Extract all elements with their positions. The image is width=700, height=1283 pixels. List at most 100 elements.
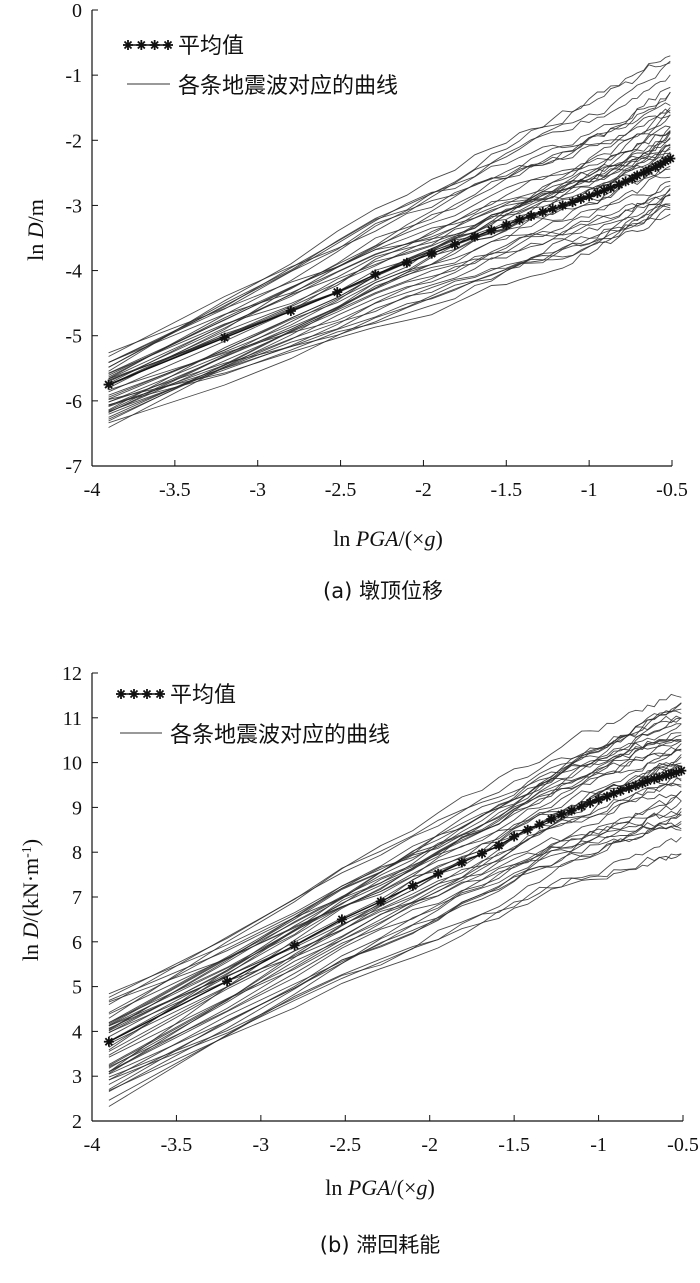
x-axis-label-suffix-b: /(× (391, 1175, 417, 1200)
wave-curve-b (108, 764, 682, 1056)
chart-panel-a: -7 -6 -5 -4 -3 -2 -1 0 -4 -3.5 -3 -2.5 -2 -1.5 -1 -0.5 … (0, 0, 700, 640)
wave-curve-b (108, 708, 682, 1027)
mean-marker-b (103, 1036, 114, 1047)
caption-b: (b) 滞回耗能 (320, 1233, 440, 1257)
wave-curve-b (108, 810, 682, 1052)
mean-marker-a (643, 165, 654, 176)
wave-curve-a (108, 102, 671, 368)
y-axis-label-close-b: ) (18, 839, 43, 846)
legend-mean-star-a (123, 40, 133, 50)
x-tick-label-b: -2.5 (329, 1134, 361, 1156)
x-tick-label-a: -0.5 (656, 479, 688, 501)
mean-marker-a (526, 210, 537, 221)
wave-curve-b (108, 762, 682, 1072)
legend-wave-label-b: 各条地震波对应的曲线 (170, 723, 390, 748)
x-tick-label-b: -3 (253, 1134, 270, 1156)
wave-curve-a (108, 62, 671, 372)
wave-curve-a (108, 194, 671, 406)
y-axis-label-a: ln D/m (23, 199, 48, 261)
wave-curve-b (108, 800, 682, 1073)
mean-curve-a (103, 153, 676, 390)
y-tick-label-a: -1 (65, 65, 82, 87)
wave-curve-a (108, 180, 671, 403)
mean-marker-b (493, 840, 504, 851)
wave-curve-a (108, 137, 671, 386)
x-tick-label-b: -1.5 (498, 1134, 530, 1156)
y-tick-label-a: -4 (65, 261, 82, 283)
legend-mean-label-a: 平均值 (178, 34, 244, 59)
y-axis-label-unit-a: /m (23, 199, 48, 222)
mean-marker-b (456, 857, 467, 868)
mean-marker-a (557, 200, 568, 211)
wave-curve-b (108, 826, 682, 1065)
x-tick-label-a: -2 (415, 479, 432, 501)
mean-marker-a (501, 219, 512, 230)
x-tick-label-a: -2.5 (325, 479, 357, 501)
mean-marker-b (556, 809, 567, 820)
wave-curve-a (108, 203, 671, 403)
mean-marker-a (486, 225, 497, 236)
legend-mean-label-b: 平均值 (170, 683, 236, 708)
y-tick-label-a: 0 (72, 0, 82, 22)
wave-curve-a (108, 208, 671, 400)
wave-curve-b (108, 743, 682, 1015)
legend-mean-star-b (155, 689, 165, 699)
y-tick-label-b: 8 (72, 842, 82, 864)
wave-curve-b (108, 739, 682, 1001)
mean-marker-a (449, 239, 460, 250)
legend-mean-star-a (163, 40, 173, 50)
wave-curve-b (108, 717, 682, 1024)
y-tick-label-b: 6 (72, 932, 82, 954)
y-tick-label-a: -2 (65, 130, 82, 152)
legend-mean-star-b (129, 689, 139, 699)
x-tick-label-a: -3.5 (159, 479, 191, 501)
x-axis-label-var-b: PGA (347, 1175, 391, 1200)
wave-curve-b (108, 702, 682, 995)
legend-mean-marker-a (123, 40, 173, 50)
wave-curve-b (108, 790, 682, 1042)
mean-marker-a (575, 193, 586, 204)
mean-marker-a (426, 248, 437, 259)
x-tick-label-a: -1 (581, 479, 598, 501)
legend-mean-star-a (149, 40, 160, 50)
wave-curve-b (108, 738, 682, 1073)
wave-curve-b (108, 782, 682, 1029)
wave-curve-a (108, 144, 671, 378)
y-axis-label-prefix-b: ln (18, 939, 43, 962)
mean-marker-b (509, 831, 520, 842)
mean-marker-a (332, 287, 343, 298)
x-tick-label-a: -1.5 (490, 479, 522, 501)
legend-mean-star-b (116, 689, 126, 699)
mean-marker-a (605, 182, 616, 193)
mean-marker-a (285, 305, 296, 316)
wave-curve-b (108, 723, 682, 1023)
wave-curve-b (108, 693, 682, 1019)
legend-mean-star-a (136, 40, 147, 50)
wave-curve-a (108, 108, 671, 387)
wave-curve-a (108, 125, 671, 354)
x-tick-label-b: -2 (421, 1134, 438, 1156)
wave-curve-b (108, 778, 682, 1085)
mean-marker-b (336, 914, 347, 925)
mean-marker-b (222, 976, 233, 987)
wave-curve-b (108, 783, 682, 1038)
y-tick-label-a: -3 (65, 195, 82, 217)
legend-mean-marker-b (116, 689, 165, 699)
y-tick-label-a: -6 (65, 391, 82, 413)
wave-curve-b (108, 821, 682, 1090)
mean-marker-a (514, 214, 525, 225)
mean-marker-a (665, 153, 676, 164)
x-axis-label-suffix-a: /(× (399, 526, 425, 551)
x-axis-label-var-a: PGA (355, 526, 399, 551)
mean-curve-b (103, 765, 687, 1047)
y-tick-label-b: 5 (72, 977, 82, 999)
legend-b: 平均值 各条地震波对应的曲线 (116, 683, 390, 748)
x-axis-label-b: ln PGA/(×g) (325, 1175, 435, 1200)
wave-curve-a (108, 185, 671, 391)
x-axis-label-g-b: g (416, 1175, 427, 1200)
mean-marker-a (537, 206, 548, 217)
wave-curve-a (108, 204, 671, 406)
y-axis-label-exp-b: -1 (20, 846, 35, 858)
y-tick-label-b: 2 (72, 1111, 82, 1133)
wave-curve-b (108, 836, 682, 1078)
